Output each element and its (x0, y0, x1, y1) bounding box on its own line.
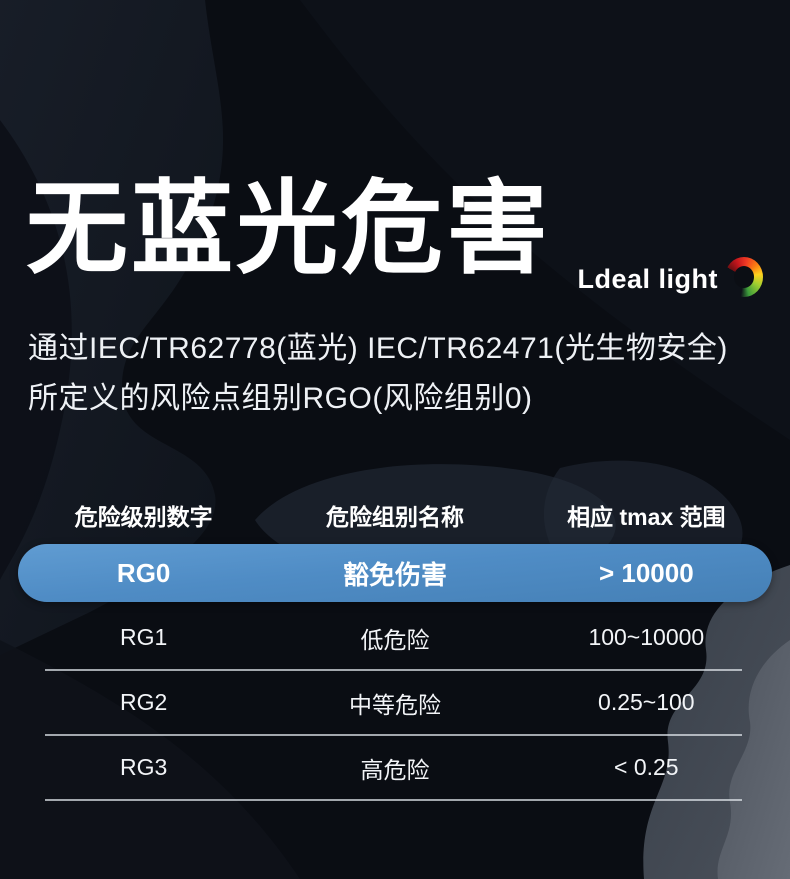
header-tmax-range: 相应 tmax 范围 (567, 504, 726, 530)
subtitle-line-2: 所定义的风险点组别RGO(风险组别0) (28, 382, 533, 415)
cell-level: RG1 (120, 624, 168, 650)
rainbow-arc-icon (722, 253, 764, 301)
row-divider (45, 669, 742, 671)
risk-group-table: 危险级别数字 危险组别名称 相应 tmax 范围 RG0 豁免伤害 > 1000… (18, 486, 772, 801)
header-group-name: 危险组别名称 (325, 504, 464, 530)
page-title: 无蓝光危害 (26, 172, 551, 286)
table-row-rg2: RG2 中等危险 0.25~100 (18, 671, 772, 734)
subtitle: 通过IEC/TR62778(蓝光) IEC/TR62471(光生物安全) 所定义… (28, 324, 728, 424)
table-header-row: 危险级别数字 危险组别名称 相应 tmax 范围 (18, 486, 772, 544)
cell-name: 高危险 (360, 756, 430, 783)
cell-range: > 10000 (598, 557, 694, 588)
cell-range: 0.25~100 (598, 689, 695, 715)
cell-level: RG0 (116, 557, 171, 588)
table-row-rg1: RG1 低危险 100~10000 (18, 606, 772, 669)
brand-logo: Ldeal light (578, 252, 765, 302)
brand-logo-text: Ldeal light (577, 263, 718, 294)
cell-range: < 0.25 (614, 754, 679, 780)
row-divider (45, 734, 742, 736)
highlight-row-rg0: RG0 豁免伤害 > 10000 (18, 544, 772, 602)
header-risk-level: 危险级别数字 (74, 504, 213, 530)
cell-name: 低危险 (360, 626, 430, 653)
subtitle-line-1: 通过IEC/TR62778(蓝光) IEC/TR62471(光生物安全) (28, 332, 728, 365)
table-body: RG1 低危险 100~10000 RG2 中等危险 0.25~100 RG3 … (18, 602, 772, 801)
cell-level: RG3 (120, 754, 168, 780)
row-divider (45, 799, 742, 801)
cell-name: 中等危险 (348, 691, 441, 718)
table-row-rg3: RG3 高危险 < 0.25 (18, 736, 772, 799)
cell-range: 100~10000 (588, 624, 705, 650)
cell-level: RG2 (120, 689, 168, 715)
cell-name: 豁免伤害 (342, 559, 447, 590)
